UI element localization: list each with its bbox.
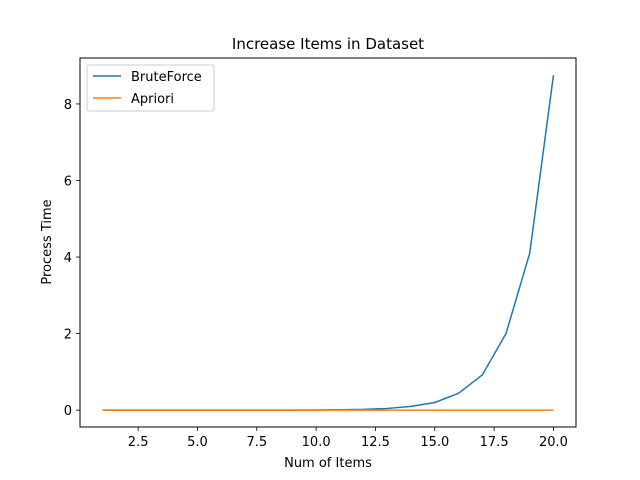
x-tick-label: 5.0 bbox=[187, 435, 208, 450]
x-tick-label: 10.0 bbox=[302, 435, 331, 450]
x-axis-ticks: 2.5 5.0 7.5 10.0 12.5 15.0 17.5 20.0 bbox=[128, 427, 568, 450]
x-tick-label: 20.0 bbox=[539, 435, 568, 450]
legend: BruteForce Apriori bbox=[86, 64, 215, 112]
y-tick-label: 6 bbox=[64, 174, 72, 189]
legend-label-apriori: Apriori bbox=[131, 92, 174, 107]
legend-label-bruteforce: BruteForce bbox=[131, 70, 202, 85]
chart-title: Increase Items in Dataset bbox=[232, 35, 424, 53]
x-axis-label: Num of Items bbox=[284, 456, 372, 471]
y-tick-label: 8 bbox=[64, 98, 72, 113]
x-tick-label: 2.5 bbox=[128, 435, 149, 450]
plot-lines bbox=[102, 75, 555, 411]
x-tick-label: 7.5 bbox=[246, 435, 267, 450]
y-axis-label: Process Time bbox=[40, 199, 55, 284]
y-tick-label: 0 bbox=[64, 404, 72, 419]
plot-frame bbox=[79, 57, 577, 428]
y-tick-label: 2 bbox=[64, 328, 72, 343]
x-tick-label: 17.5 bbox=[480, 435, 509, 450]
y-axis-ticks: 0 2 4 6 8 bbox=[64, 98, 80, 419]
y-tick-label: 4 bbox=[64, 251, 72, 266]
x-tick-label: 12.5 bbox=[361, 435, 390, 450]
x-tick-label: 15.0 bbox=[420, 435, 449, 450]
